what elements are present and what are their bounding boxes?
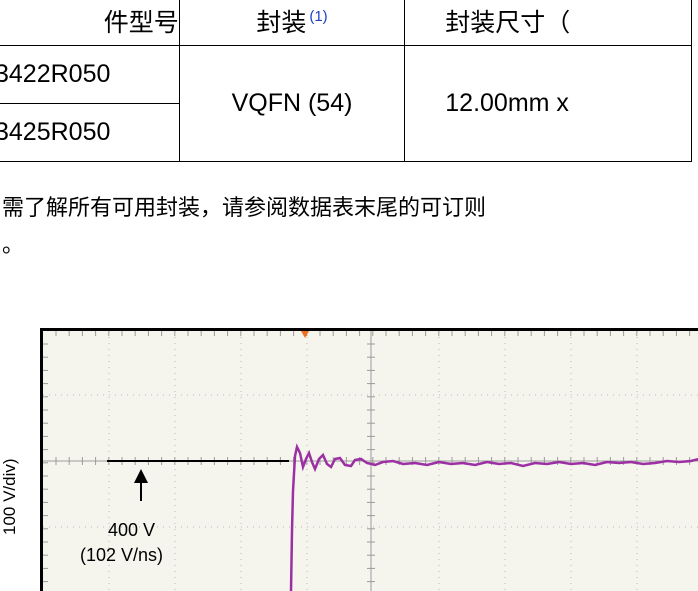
package-cell: VQFN (54) xyxy=(178,45,406,162)
table-row: 3425R050 xyxy=(0,103,692,162)
slew-rate-annotation: (102 V/ns) xyxy=(80,545,164,565)
table-header-row: 件型号 封装 (1) 封装尺寸（ xyxy=(0,0,692,46)
device-cell: 3425R050 xyxy=(0,103,180,162)
package-table: 件型号 封装 (1) 封装尺寸（ 3422R050 VQFN (54) 12.00… xyxy=(0,0,692,162)
header-package: 封装 (1) xyxy=(178,0,406,46)
trigger-marker-icon xyxy=(301,331,309,338)
scope-graticule xyxy=(43,331,698,591)
table-row: 3422R050 VQFN (54) 12.00mm x xyxy=(0,45,692,162)
note-line-1: 需了解所有可用封装，请参阅数据表末尾的可订则 xyxy=(2,196,487,221)
size-cell: 12.00mm x xyxy=(404,45,692,162)
voltage-annotation: 400 V xyxy=(108,520,156,540)
note-line-2: 。 xyxy=(2,233,25,258)
header-device: 件型号 xyxy=(0,0,180,46)
header-size: 封装尺寸（ xyxy=(404,0,692,46)
oscilloscope-plot xyxy=(40,328,698,591)
y-axis-label: 100 V/div) xyxy=(0,458,19,535)
waveform-trace xyxy=(289,443,698,591)
package-note: 需了解所有可用封装，请参阅数据表末尾的可订则 。 xyxy=(2,190,486,264)
footnote-link[interactable]: (1) xyxy=(309,8,328,25)
device-cell: 3422R050 xyxy=(0,45,180,104)
up-arrow-icon xyxy=(134,469,148,501)
